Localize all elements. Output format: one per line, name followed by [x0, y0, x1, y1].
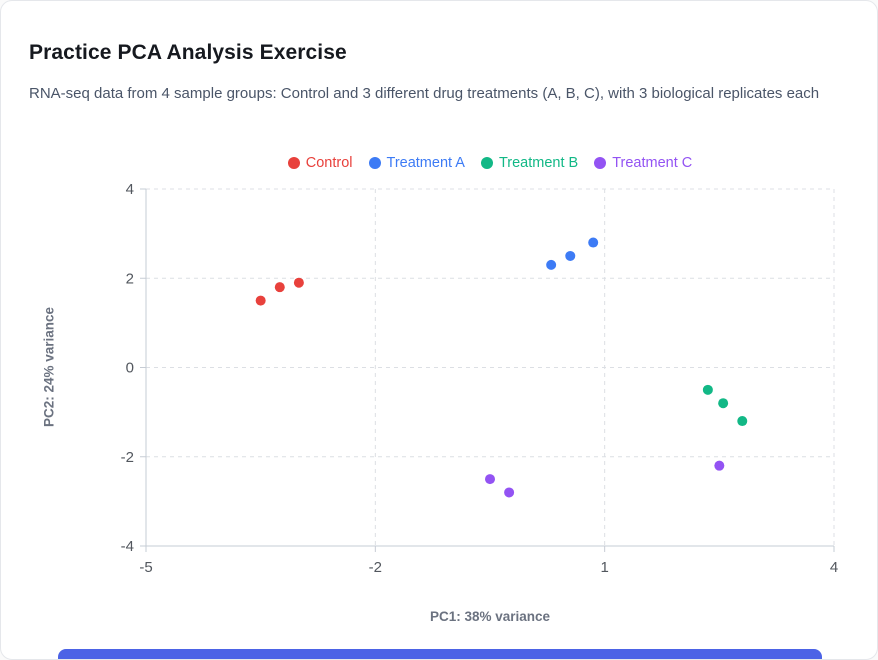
data-point-treatment-c: [504, 487, 515, 498]
legend-label-treatment-a: Treatment A: [386, 155, 465, 171]
x-axis-title: PC1: 38% variance: [429, 609, 551, 624]
y-tick-label: 0: [126, 360, 134, 377]
data-point-treatment-b: [718, 398, 729, 409]
chart-legend: Control Treatment A Treatment B Treatmen…: [146, 155, 834, 171]
bottom-button-partial[interactable]: [58, 649, 822, 659]
data-point-treatment-b: [702, 384, 713, 395]
data-point-treatment-a: [546, 259, 557, 270]
data-point-treatment-c: [714, 460, 725, 471]
data-point-control: [293, 277, 304, 288]
pca-scatter-chart: Control Treatment A Treatment B Treatmen…: [1, 141, 877, 624]
data-point-treatment-a: [565, 250, 576, 261]
legend-item-control: Control: [287, 155, 353, 171]
x-tick-label: -2: [369, 559, 382, 576]
data-point-control: [274, 282, 285, 293]
y-tick-label: -4: [121, 538, 134, 555]
page-title: Practice PCA Analysis Exercise: [29, 41, 347, 65]
data-point-treatment-a: [588, 237, 599, 248]
legend-dot-control: [287, 157, 300, 169]
page-subtitle: RNA-seq data from 4 sample groups: Contr…: [29, 85, 820, 102]
data-point-treatment-c: [485, 474, 495, 485]
legend-label-control: Control: [305, 155, 353, 171]
x-tick-label: 1: [600, 559, 608, 576]
legend-dot-treatment-b: [480, 157, 493, 169]
data-point-control: [255, 295, 266, 306]
x-tick-label: -5: [139, 559, 152, 576]
legend-label-treatment-b: Treatment B: [498, 155, 579, 171]
data-point-treatment-b: [737, 416, 748, 427]
legend-item-treatment-a: Treatment A: [368, 155, 465, 171]
y-axis-title: PC2: 24% variance: [41, 306, 57, 428]
y-tick-label: -2: [121, 449, 134, 466]
legend-item-treatment-c: Treatment C: [594, 155, 692, 171]
legend-label-treatment-c: Treatment C: [612, 155, 693, 171]
legend-dot-treatment-a: [368, 157, 381, 169]
x-tick-label: 4: [830, 559, 838, 576]
scatter-plot-canvas: -5 -2 1 4 -4 -2 0 2 4: [121, 181, 839, 576]
y-tick-label: 2: [126, 270, 134, 287]
legend-item-treatment-b: Treatment B: [480, 155, 579, 171]
y-tick-label: 4: [126, 181, 134, 198]
legend-dot-treatment-c: [594, 157, 607, 169]
